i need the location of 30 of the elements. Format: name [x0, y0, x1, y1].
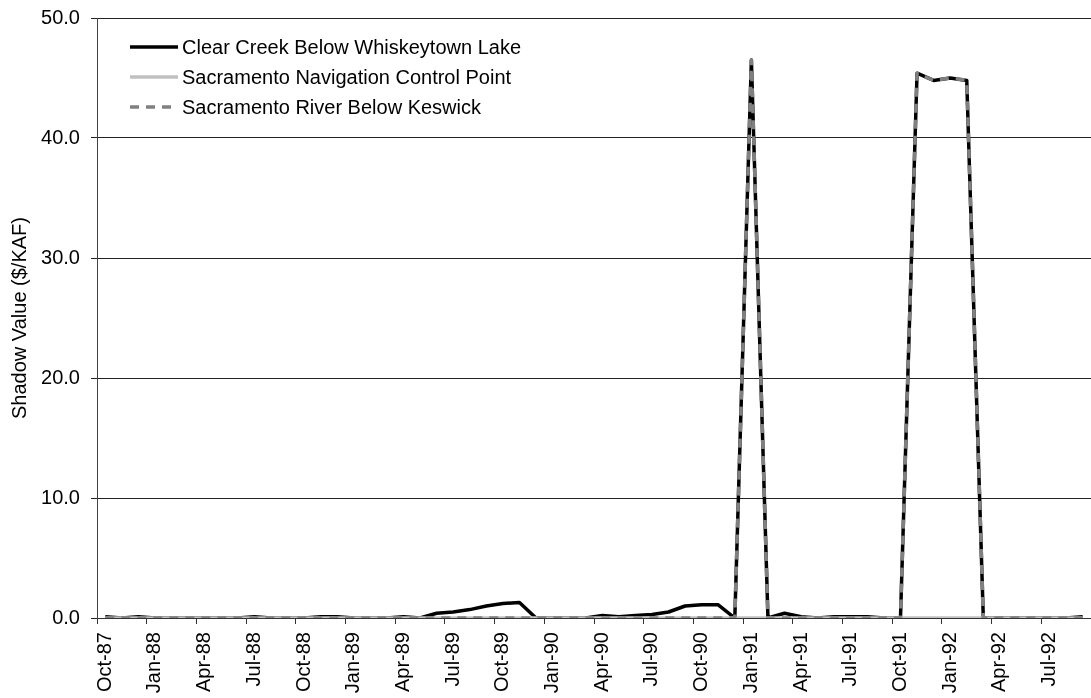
- x-tick-label: Apr-91: [788, 632, 811, 693]
- x-tick-label: Oct-91: [888, 632, 910, 693]
- x-tick-label: Jan-91: [738, 632, 761, 694]
- y-tick-label: 0.0: [52, 605, 80, 628]
- legend-label: Sacramento Navigation Control Point: [182, 65, 512, 88]
- y-axis-title: Shadow Value ($/KAF): [7, 217, 30, 419]
- legend-label: Sacramento River Below Keswick: [182, 95, 482, 118]
- x-tick-label: Jul-88: [241, 632, 264, 687]
- x-tick-label: Jul-92: [1037, 632, 1060, 687]
- x-tick-label: Oct-87: [92, 632, 115, 693]
- y-tick-label: 20.0: [41, 365, 80, 388]
- x-tick-label: Apr-88: [192, 632, 215, 693]
- x-tick-label: Jul-91: [838, 632, 861, 687]
- x-tick-label: Jan-90: [540, 632, 563, 694]
- x-tick-label: Jan-89: [341, 632, 364, 694]
- x-tick-label: Jan-88: [142, 632, 165, 694]
- x-tick-label: Apr-92: [987, 632, 1010, 693]
- y-tick-label: 40.0: [41, 125, 80, 148]
- x-tick-label: Oct-89: [490, 632, 513, 693]
- x-tick-label: Jul-89: [440, 632, 463, 687]
- y-tick-label: 10.0: [41, 485, 80, 508]
- x-tick-label: Oct-88: [291, 632, 314, 693]
- x-tick-label: Oct-90: [689, 632, 712, 693]
- y-tick-label: 30.0: [41, 245, 80, 268]
- x-tick-label: Apr-89: [391, 632, 413, 693]
- x-tick-label: Apr-90: [589, 632, 612, 693]
- x-tick-label: Jul-90: [639, 632, 662, 687]
- x-tick-label: Jan-92: [937, 632, 960, 694]
- y-tick-label: 50.0: [41, 5, 80, 28]
- legend-label: Clear Creek Below Whiskeytown Lake: [182, 35, 522, 58]
